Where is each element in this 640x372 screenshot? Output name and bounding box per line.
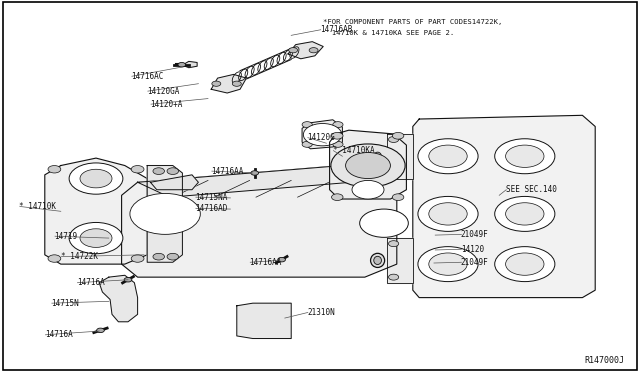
Circle shape — [332, 194, 343, 201]
Text: R147000J: R147000J — [584, 356, 624, 365]
Text: * 14710KA: * 14710KA — [333, 146, 374, 155]
Circle shape — [388, 241, 399, 247]
Text: 14715NA: 14715NA — [195, 193, 228, 202]
Polygon shape — [288, 42, 323, 59]
Polygon shape — [150, 175, 198, 190]
Polygon shape — [302, 120, 342, 149]
Polygon shape — [138, 164, 397, 197]
Text: 14716AA: 14716AA — [250, 258, 282, 267]
Circle shape — [97, 328, 104, 333]
Polygon shape — [122, 164, 397, 277]
Circle shape — [495, 139, 555, 174]
Circle shape — [309, 48, 318, 53]
Circle shape — [69, 222, 123, 254]
Circle shape — [392, 132, 404, 139]
Circle shape — [48, 255, 61, 262]
Circle shape — [495, 247, 555, 282]
Circle shape — [232, 81, 241, 86]
Text: * 14710K: * 14710K — [19, 202, 56, 211]
Circle shape — [331, 144, 405, 187]
Circle shape — [131, 255, 144, 262]
Circle shape — [418, 139, 478, 174]
Polygon shape — [147, 166, 182, 262]
Text: 14120+A: 14120+A — [150, 100, 183, 109]
Text: 14710K & 14710KA SEE PAGE 2.: 14710K & 14710KA SEE PAGE 2. — [323, 30, 454, 36]
Circle shape — [418, 247, 478, 282]
Ellipse shape — [371, 149, 385, 163]
Circle shape — [506, 253, 544, 275]
Circle shape — [302, 141, 312, 147]
Text: 14716A: 14716A — [77, 278, 104, 287]
Text: 14120: 14120 — [461, 245, 484, 254]
Text: 14716AD: 14716AD — [195, 204, 228, 213]
Text: 14716AC: 14716AC — [131, 72, 164, 81]
Polygon shape — [387, 238, 413, 283]
Circle shape — [167, 253, 179, 260]
Circle shape — [69, 163, 123, 194]
Ellipse shape — [374, 256, 381, 264]
Circle shape — [392, 194, 404, 201]
Text: 21049F: 21049F — [461, 230, 488, 239]
Circle shape — [352, 180, 384, 199]
Polygon shape — [330, 130, 406, 199]
Circle shape — [80, 229, 112, 247]
Circle shape — [178, 62, 186, 67]
Polygon shape — [237, 303, 291, 339]
Circle shape — [388, 170, 399, 176]
Circle shape — [495, 196, 555, 231]
Circle shape — [153, 168, 164, 174]
Circle shape — [333, 141, 343, 147]
Polygon shape — [45, 158, 147, 264]
Circle shape — [506, 145, 544, 167]
Circle shape — [429, 203, 467, 225]
Polygon shape — [413, 115, 595, 298]
Text: 14716AA: 14716AA — [211, 167, 244, 176]
Circle shape — [212, 81, 221, 86]
Circle shape — [167, 168, 179, 174]
Circle shape — [251, 171, 259, 175]
Text: SEE SEC.140: SEE SEC.140 — [506, 185, 556, 194]
Circle shape — [429, 145, 467, 167]
Circle shape — [429, 253, 467, 275]
Circle shape — [124, 278, 132, 282]
Circle shape — [388, 137, 399, 142]
Text: 21310N: 21310N — [307, 308, 335, 317]
Text: 14716AB: 14716AB — [320, 25, 353, 34]
Circle shape — [131, 166, 144, 173]
Polygon shape — [387, 134, 413, 179]
Circle shape — [418, 196, 478, 231]
Circle shape — [153, 253, 164, 260]
Text: *FOR COMPONENT PARTS OF PART CODES14722K,: *FOR COMPONENT PARTS OF PART CODES14722K… — [323, 19, 502, 25]
Circle shape — [506, 203, 544, 225]
Text: 14120G: 14120G — [307, 133, 335, 142]
Circle shape — [333, 122, 343, 128]
Text: * 14722K: * 14722K — [61, 252, 98, 261]
Text: 14715N: 14715N — [51, 299, 79, 308]
Ellipse shape — [371, 253, 385, 267]
Circle shape — [80, 169, 112, 188]
Circle shape — [278, 257, 285, 262]
Circle shape — [360, 209, 408, 237]
Circle shape — [130, 193, 200, 234]
Text: 14719: 14719 — [54, 232, 77, 241]
Circle shape — [388, 274, 399, 280]
Text: 21049F: 21049F — [461, 258, 488, 267]
Circle shape — [303, 124, 342, 146]
Polygon shape — [211, 74, 246, 93]
Circle shape — [332, 132, 343, 139]
Text: 14120GA: 14120GA — [147, 87, 180, 96]
Ellipse shape — [374, 152, 381, 160]
Text: 14716A: 14716A — [45, 330, 72, 339]
Circle shape — [48, 166, 61, 173]
Circle shape — [289, 48, 298, 53]
Circle shape — [302, 122, 312, 128]
Polygon shape — [99, 275, 138, 322]
Circle shape — [346, 153, 390, 179]
Polygon shape — [182, 61, 197, 68]
